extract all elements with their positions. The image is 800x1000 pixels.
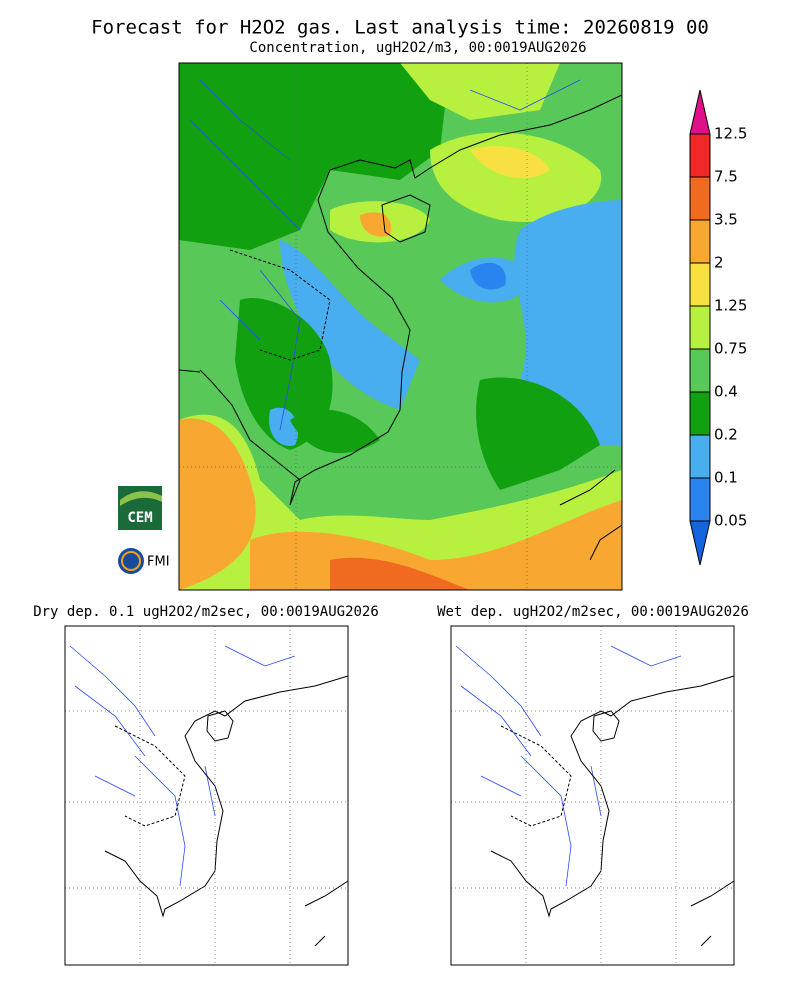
fmi-logo: FMI	[118, 548, 170, 574]
colorbar-label: 0.75	[714, 340, 747, 358]
logo-text: CEM	[127, 510, 152, 526]
subtitle: Concentration, ugH2O2/m3, 00:0019AUG2026	[249, 40, 586, 56]
colorbar-top	[690, 90, 710, 134]
colorbar-bottom	[690, 521, 710, 565]
colorbar-band	[690, 435, 710, 478]
colorbar-label: 2	[714, 254, 724, 272]
colorbar-label: 0.1	[714, 469, 738, 487]
map-frame	[178, 62, 623, 591]
panel-title: Dry dep. 0.1 ugH2O2/m2sec, 00:0019AUG202…	[33, 604, 379, 620]
dry-deposition-map	[64, 625, 349, 966]
logo-text: FMI	[147, 555, 170, 570]
colorbar-band	[690, 306, 710, 349]
panel-title: Wet dep. ugH2O2/m2sec, 00:0019AUG2026	[437, 604, 749, 620]
colorbar-label: 0.2	[714, 426, 738, 444]
colorbar-band	[690, 349, 710, 392]
colorbar-band	[690, 263, 710, 306]
colorbar-band	[690, 177, 710, 220]
colorbar-label: 7.5	[714, 168, 738, 186]
title: Forecast for H2O2 gas. Last analysis tim…	[91, 17, 709, 39]
concentration-map	[179, 63, 622, 590]
colorbar-label: 0.4	[714, 383, 738, 401]
colorbar-band	[690, 392, 710, 435]
cem-logo: CEM	[118, 486, 162, 530]
colorbar: 12.5 7.5 3.5 2 1.25 0.75 0.4 0.2 0.1 0.05	[689, 89, 747, 566]
colorbar-band	[690, 134, 710, 177]
colorbar-label: 0.05	[714, 512, 747, 530]
colorbar-band	[690, 478, 710, 521]
colorbar-label: 12.5	[714, 125, 747, 143]
colorbar-label: 1.25	[714, 297, 747, 315]
wet-deposition-map	[450, 625, 735, 966]
colorbar-band	[690, 220, 710, 263]
colorbar-label: 3.5	[714, 211, 738, 229]
